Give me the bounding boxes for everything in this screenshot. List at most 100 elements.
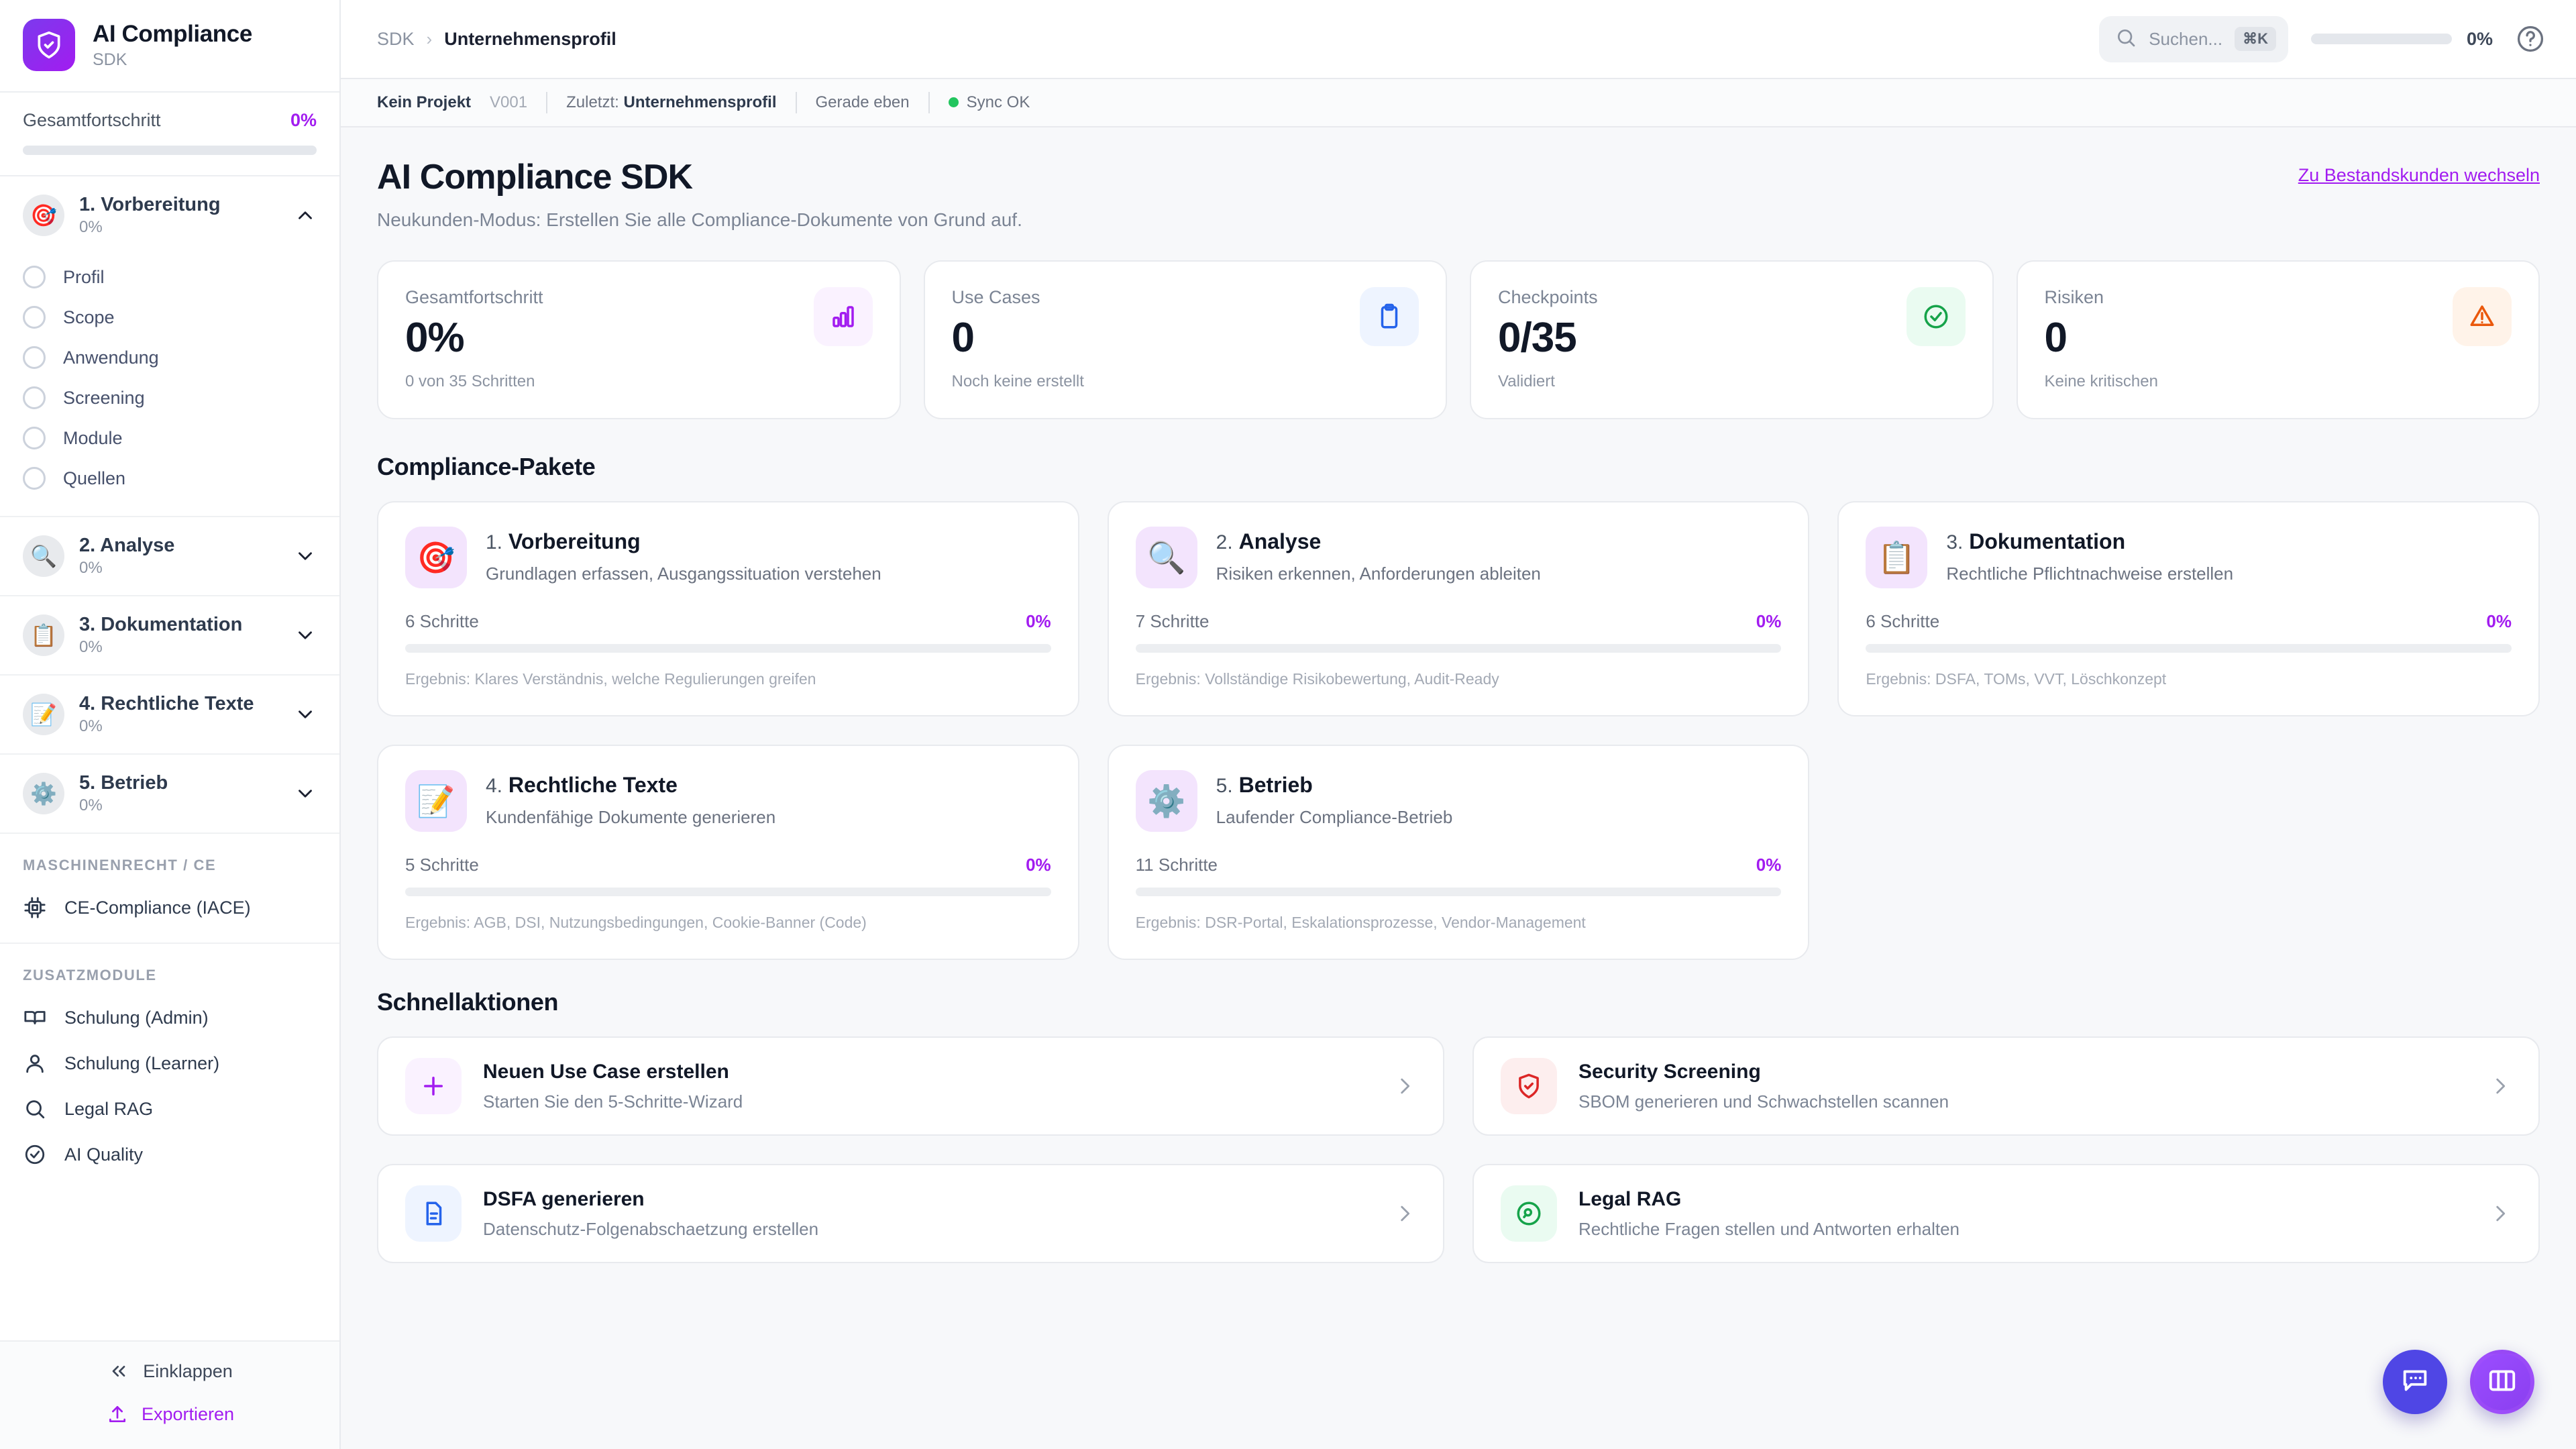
substep-item[interactable]: Module [0, 418, 339, 458]
quick-action-card[interactable]: Security Screening SBOM generieren und S… [1472, 1036, 2540, 1136]
package-number: 5. [1216, 775, 1233, 797]
chat-fab-button[interactable] [2383, 1350, 2447, 1414]
package-card[interactable]: 🔍 2. Analyse Risiken erkennen, Anforderu… [1107, 501, 1810, 716]
action-sub: SBOM generieren und Schwachstellen scann… [1578, 1091, 1949, 1112]
search-icon [23, 1097, 47, 1121]
overall-progress-value: 0% [290, 110, 317, 130]
search-input[interactable]: Suchen... ⌘K [2099, 15, 2288, 62]
substep-item[interactable]: Anwendung [0, 337, 339, 378]
overall-progress-label: Gesamtfortschritt [23, 110, 161, 130]
package-card[interactable]: ⚙️ 5. Betrieb Laufender Compliance-Betri… [1107, 745, 1810, 960]
phase-percent: 0% [79, 218, 103, 236]
breadcrumb-root[interactable]: SDK [377, 28, 415, 49]
upload-icon [105, 1402, 129, 1426]
chevron-down-icon[interactable] [294, 545, 317, 568]
stat-note: Noch keine erstellt [951, 372, 1084, 390]
sidebar-item-ai-quality[interactable]: AI Quality [0, 1132, 339, 1177]
content: AI Compliance SDK Neukunden-Modus: Erste… [341, 127, 2576, 1449]
export-button[interactable]: Exportieren [105, 1402, 234, 1426]
sidebar-item-label: CE-Compliance (IACE) [64, 897, 251, 918]
divider [795, 92, 797, 113]
substep-item[interactable]: Scope [0, 297, 339, 337]
chevron-down-icon[interactable] [294, 624, 317, 647]
divider [928, 92, 930, 113]
sidebar-phase: 🔍 2. Analyse 0% [0, 517, 339, 596]
stat-label: Use Cases [951, 287, 1040, 307]
chat-icon [2400, 1365, 2430, 1399]
package-card[interactable]: 📋 3. Dokumentation Rechtliche Pflichtnac… [1837, 501, 2540, 716]
action-title: Security Screening [1578, 1060, 1761, 1083]
quick-action-card[interactable]: DSFA generieren Datenschutz-Folgenabscha… [377, 1164, 1444, 1263]
packages-section-title: Compliance-Pakete [377, 453, 596, 480]
sidebar-item-label: Schulung (Learner) [64, 1053, 220, 1073]
chevron-down-icon[interactable] [294, 703, 317, 726]
substep-item[interactable]: Screening [0, 378, 339, 418]
stat-card: Risiken 0 Keine kritischen [2016, 260, 2540, 419]
switch-mode-link[interactable]: Zu Bestandskunden wechseln [2298, 165, 2540, 185]
sidebar-item-legal-rag[interactable]: Legal RAG [0, 1086, 339, 1132]
sync-label: Sync OK [966, 93, 1030, 111]
chevron-right-icon: › [426, 28, 433, 49]
radio-icon [23, 467, 46, 490]
phase-name: 1. Vorbereitung [79, 194, 221, 215]
quick-action-card[interactable]: Neuen Use Case erstellen Starten Sie den… [377, 1036, 1444, 1136]
phase-header[interactable]: ⚙️ 5. Betrieb 0% [0, 755, 339, 833]
substep-item[interactable]: Quellen [0, 458, 339, 498]
collapse-label: Einklappen [143, 1360, 233, 1381]
extra-group: ZUSATZMODULE Schulung (Admin) Schulung (… [0, 944, 339, 1184]
version-badge: V001 [490, 93, 528, 111]
package-steps: 11 Schritte [1135, 855, 1218, 875]
sidebar-item-schulung-learner[interactable]: Schulung (Learner) [0, 1040, 339, 1086]
sidebar: AI Compliance SDK Gesamtfortschritt 0% 🎯… [0, 0, 341, 1449]
brand[interactable]: AI Compliance SDK [0, 0, 339, 93]
phase-header[interactable]: 🎯 1. Vorbereitung 0% [0, 176, 339, 254]
phase-percent: 0% [79, 638, 103, 656]
chevron-right-icon [2489, 1202, 2512, 1225]
page-subtitle: Neukunden-Modus: Erstellen Sie alle Comp… [377, 209, 1022, 230]
package-number: 1. [486, 531, 503, 553]
phase-percent: 0% [79, 796, 103, 814]
substep-label: Screening [63, 387, 145, 408]
last-edited: Zuletzt: Unternehmensprofil [566, 93, 776, 112]
package-percent: 0% [1026, 855, 1051, 875]
collapse-sidebar-button[interactable]: Einklappen [107, 1359, 233, 1383]
package-result: Ergebnis: AGB, DSI, Nutzungsbedingungen,… [405, 914, 867, 931]
package-steps: 6 Schritte [1866, 611, 1940, 631]
panel-fab-button[interactable] [2470, 1350, 2534, 1414]
substep-item[interactable]: Profil [0, 257, 339, 297]
chevron-down-icon[interactable] [294, 782, 317, 805]
action-title: DSFA generieren [483, 1187, 645, 1210]
sidebar-item-ce-compliance[interactable]: CE-Compliance (IACE) [0, 885, 339, 930]
alert-triangle-icon [2453, 287, 2512, 346]
package-name: Vorbereitung [508, 529, 641, 553]
file-text-icon [405, 1185, 462, 1242]
package-title: 5. Betrieb [1216, 773, 1453, 798]
check-circle-icon [1906, 287, 1966, 346]
package-emoji-icon: 📋 [1866, 527, 1928, 588]
sidebar-item-schulung-admin[interactable]: Schulung (Admin) [0, 995, 339, 1040]
package-title: 2. Analyse [1216, 529, 1541, 554]
breadcrumb-current: Unternehmensprofil [444, 28, 616, 49]
search-shortcut: ⌘K [2235, 27, 2276, 51]
action-title: Neuen Use Case erstellen [483, 1060, 729, 1083]
sync-status: Sync OK [948, 93, 1030, 112]
package-card[interactable]: 📝 4. Rechtliche Texte Kundenfähige Dokum… [377, 745, 1079, 960]
quick-action-card[interactable]: Legal RAG Rechtliche Fragen stellen und … [1472, 1164, 2540, 1263]
package-card[interactable]: 🎯 1. Vorbereitung Grundlagen erfassen, A… [377, 501, 1079, 716]
package-emoji-icon: ⚙️ [1135, 770, 1197, 832]
floating-actions [2383, 1350, 2534, 1414]
stat-label: Risiken [2044, 287, 2104, 307]
substep-label: Anwendung [63, 347, 159, 368]
main-area: SDK › Unternehmensprofil Suchen... ⌘K 0% [341, 0, 2576, 1449]
radio-icon [23, 346, 46, 369]
help-circle-icon[interactable] [2516, 24, 2545, 54]
chevron-up-icon[interactable] [294, 204, 317, 227]
package-number: 4. [486, 775, 503, 797]
stat-label: Checkpoints [1498, 287, 1598, 307]
phase-header[interactable]: 📝 4. Rechtliche Texte 0% [0, 676, 339, 753]
extra-group-title: ZUSATZMODULE [23, 967, 157, 983]
book-icon [23, 1006, 47, 1030]
phase-list: 🎯 1. Vorbereitung 0% Profil Scope Anwend… [0, 176, 339, 834]
phase-header[interactable]: 🔍 2. Analyse 0% [0, 517, 339, 595]
phase-header[interactable]: 📋 3. Dokumentation 0% [0, 596, 339, 674]
